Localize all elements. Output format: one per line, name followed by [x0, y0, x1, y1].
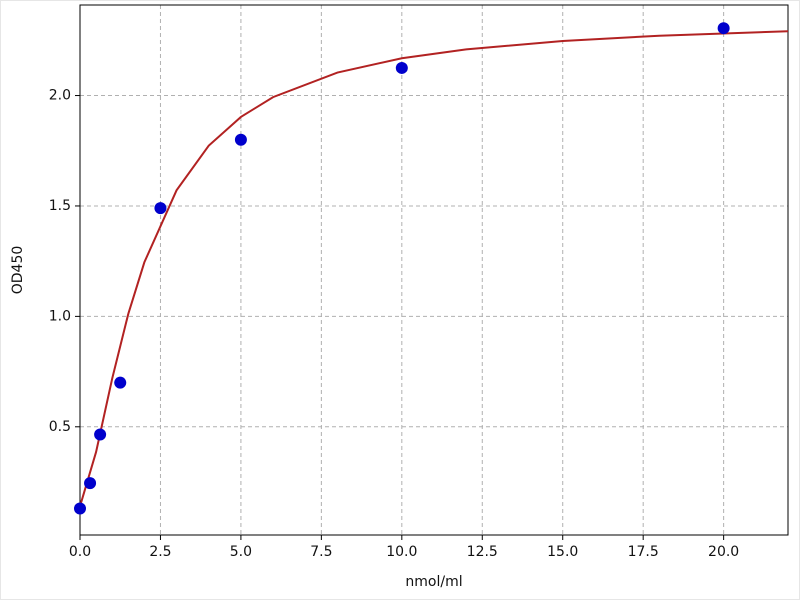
x-tick-label: 15.0 — [547, 544, 578, 560]
data-point — [74, 502, 86, 515]
x-tick-label: 5.0 — [230, 544, 252, 560]
data-point — [154, 202, 167, 215]
data-point — [234, 133, 247, 146]
x-tick-label: 2.5 — [149, 544, 171, 560]
y-tick-label: 0.5 — [49, 419, 71, 435]
x-axis-label: nmol/ml — [405, 574, 462, 590]
x-tick-label: 7.5 — [310, 544, 332, 560]
x-tick-label: 0.0 — [69, 544, 91, 560]
data-point — [717, 22, 730, 35]
x-tick-label: 10.0 — [386, 544, 417, 560]
y-tick-label: 1.0 — [49, 308, 71, 324]
data-point — [94, 428, 107, 441]
plot-area — [79, 4, 789, 536]
y-tick-label: 1.5 — [49, 198, 71, 214]
fit-curve — [79, 30, 789, 507]
data-point — [114, 376, 127, 389]
x-tick-label: 20.0 — [708, 544, 739, 560]
x-tick-label: 12.5 — [467, 544, 498, 560]
y-tick-label: 2.0 — [49, 88, 71, 104]
data-point — [84, 477, 97, 490]
x-tick-label: 17.5 — [628, 544, 659, 560]
data-point — [395, 61, 408, 74]
y-axis-label: OD450 — [10, 246, 26, 295]
